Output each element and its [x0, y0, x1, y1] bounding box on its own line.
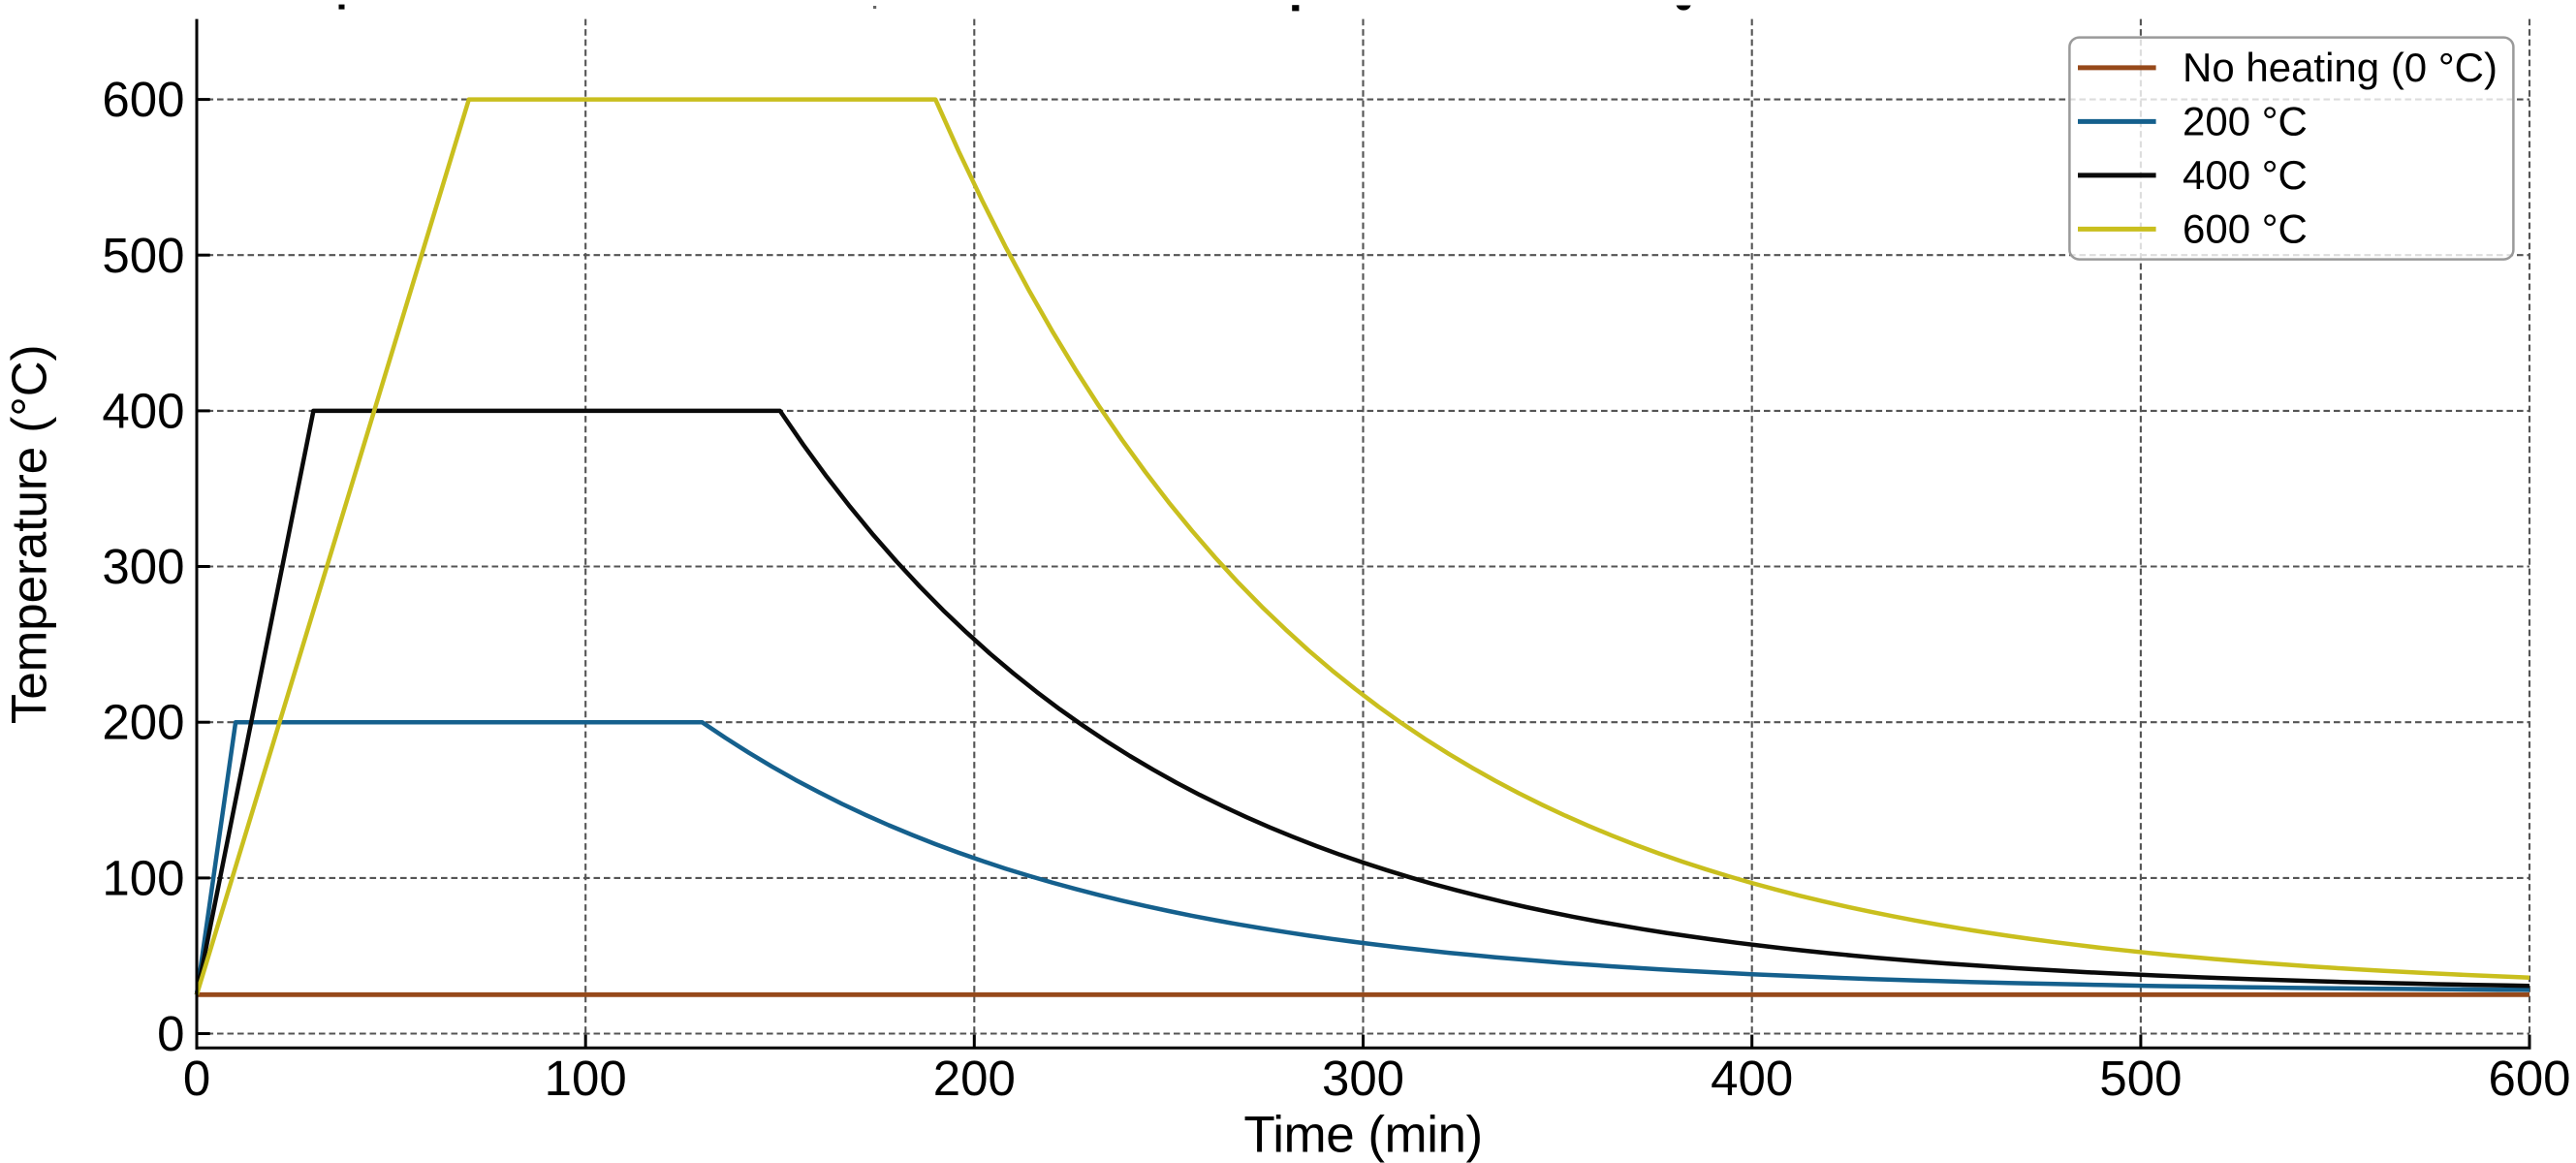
- svg-text:Temperature (°C): Temperature (°C): [2, 344, 57, 724]
- svg-text:200 °C: 200 °C: [2183, 99, 2308, 144]
- svg-text:400: 400: [1711, 1051, 1793, 1106]
- svg-text:No heating (0 °C): No heating (0 °C): [2183, 45, 2497, 90]
- svg-text:600: 600: [102, 72, 184, 127]
- svg-text:Time (min): Time (min): [1243, 1107, 1482, 1163]
- svg-text:200: 200: [102, 695, 184, 750]
- svg-text:500: 500: [2099, 1051, 2182, 1106]
- svg-text:400: 400: [102, 383, 184, 438]
- svg-text:600 °C: 600 °C: [2183, 206, 2308, 252]
- svg-text:200: 200: [933, 1051, 1016, 1106]
- svg-text:100: 100: [545, 1051, 627, 1106]
- svg-text:500: 500: [102, 228, 184, 283]
- svg-text:0: 0: [183, 1051, 210, 1106]
- svg-text:600: 600: [2488, 1051, 2570, 1106]
- svg-text:300: 300: [102, 539, 184, 594]
- svg-text:300: 300: [1322, 1051, 1404, 1106]
- svg-text:400 °C: 400 °C: [2183, 152, 2308, 198]
- svg-text:100: 100: [102, 850, 184, 905]
- svg-text:0: 0: [157, 1006, 184, 1061]
